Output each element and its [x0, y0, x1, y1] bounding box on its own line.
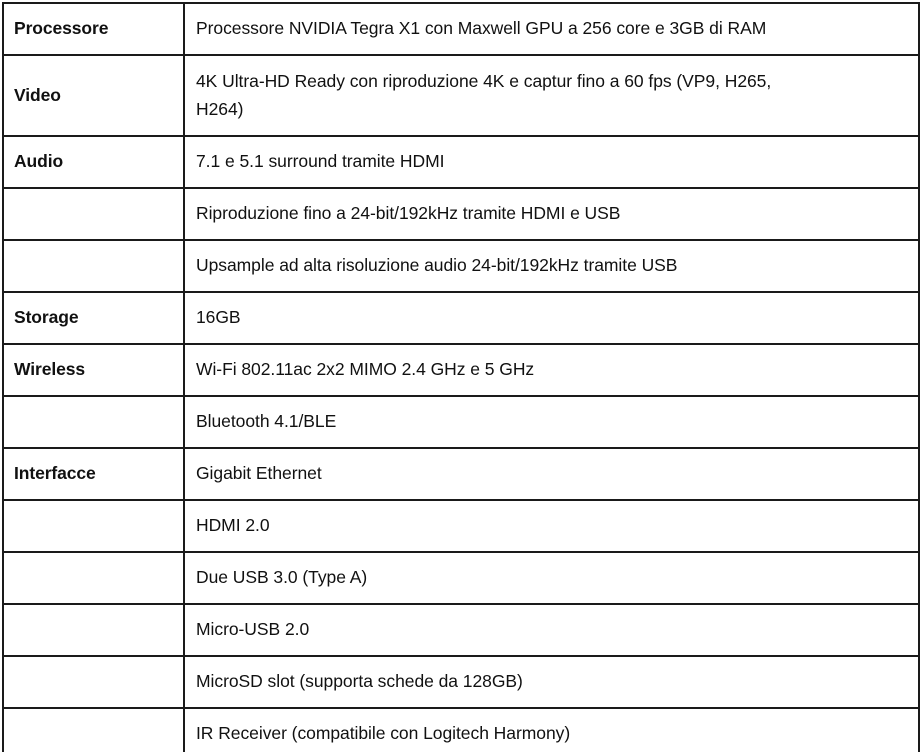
spec-value-cell: Bluetooth 4.1/BLE [183, 395, 920, 449]
spec-label-cell [2, 395, 185, 449]
table-row: HDMI 2.0 [2, 499, 920, 553]
spec-value-cell: Micro-USB 2.0 [183, 603, 920, 657]
spec-value-cell: 16GB [183, 291, 920, 345]
table-row: Bluetooth 4.1/BLE [2, 395, 920, 449]
table-row: Interfacce Gigabit Ethernet [2, 447, 920, 501]
spec-label-cell [2, 239, 185, 293]
spec-label-cell [2, 499, 185, 553]
spec-value-line: Processore NVIDIA Tegra X1 con Maxwell G… [196, 18, 767, 39]
spec-value-line: Gigabit Ethernet [196, 463, 322, 484]
spec-label-cell: Interfacce [2, 447, 185, 501]
spec-label-cell [2, 603, 185, 657]
spec-label-cell: Processore [2, 2, 185, 56]
table-row: Due USB 3.0 (Type A) [2, 551, 920, 605]
table-row: Audio 7.1 e 5.1 surround tramite HDMI [2, 135, 920, 189]
table-row: Riproduzione fino a 24-bit/192kHz tramit… [2, 187, 920, 241]
spec-label-cell [2, 655, 185, 709]
spec-value-cell: Riproduzione fino a 24-bit/192kHz tramit… [183, 187, 920, 241]
table-row: MicroSD slot (supporta schede da 128GB) [2, 655, 920, 709]
spec-value-cell: HDMI 2.0 [183, 499, 920, 553]
spec-value-cell: Gigabit Ethernet [183, 447, 920, 501]
spec-value-cell: MicroSD slot (supporta schede da 128GB) [183, 655, 920, 709]
spec-label-cell [2, 551, 185, 605]
spec-value-cell: 7.1 e 5.1 surround tramite HDMI [183, 135, 920, 189]
table-row: Processore Processore NVIDIA Tegra X1 con… [2, 2, 920, 56]
table-row: Wireless Wi-Fi 802.11ac 2x2 MIMO 2.4 GHz … [2, 343, 920, 397]
spec-value-cell: Due USB 3.0 (Type A) [183, 551, 920, 605]
spec-label-cell: Storage [2, 291, 185, 345]
spec-value-line: 16GB [196, 307, 241, 328]
spec-value-line: IR Receiver (compatibile con Logitech Ha… [196, 723, 571, 744]
spec-value-cell: Upsample ad alta risoluzione audio 24-bi… [183, 239, 920, 293]
spec-label-cell: Audio [2, 135, 185, 189]
table-row: Upsample ad alta risoluzione audio 24-bi… [2, 239, 920, 293]
spec-value-cell: IR Receiver (compatibile con Logitech Ha… [183, 707, 920, 752]
table-row: IR Receiver (compatibile con Logitech Ha… [2, 707, 920, 752]
spec-value-line: Bluetooth 4.1/BLE [196, 411, 337, 432]
table-row: Micro-USB 2.0 [2, 603, 920, 657]
spec-value-line: Upsample ad alta risoluzione audio 24-bi… [196, 255, 678, 276]
spec-value-cell: Wi-Fi 802.11ac 2x2 MIMO 2.4 GHz e 5 GHz [183, 343, 920, 397]
spec-value-line: H264) [196, 98, 244, 119]
spec-value-cell: 4K Ultra-HD Ready con riproduzione 4K e … [183, 54, 920, 137]
table-row: Storage 16GB [2, 291, 920, 345]
spec-label-cell [2, 187, 185, 241]
spec-value-line: Wi-Fi 802.11ac 2x2 MIMO 2.4 GHz e 5 GHz [196, 359, 535, 380]
spec-value-line: 7.1 e 5.1 surround tramite HDMI [196, 151, 445, 172]
spec-value-cell: Processore NVIDIA Tegra X1 con Maxwell G… [183, 2, 920, 56]
spec-label-cell: Wireless [2, 343, 185, 397]
spec-value-line: Micro-USB 2.0 [196, 619, 310, 640]
spec-value-line: Riproduzione fino a 24-bit/192kHz tramit… [196, 203, 621, 224]
spec-value-line: Due USB 3.0 (Type A) [196, 567, 368, 588]
table-row: Video 4K Ultra-HD Ready con riproduzione … [2, 54, 920, 137]
spec-label-cell: Video [2, 54, 185, 137]
spec-value-line: 4K Ultra-HD Ready con riproduzione 4K e … [196, 71, 772, 92]
spec-value-line: HDMI 2.0 [196, 515, 270, 536]
spec-value-line: MicroSD slot (supporta schede da 128GB) [196, 671, 523, 692]
spec-label-cell [2, 707, 185, 752]
